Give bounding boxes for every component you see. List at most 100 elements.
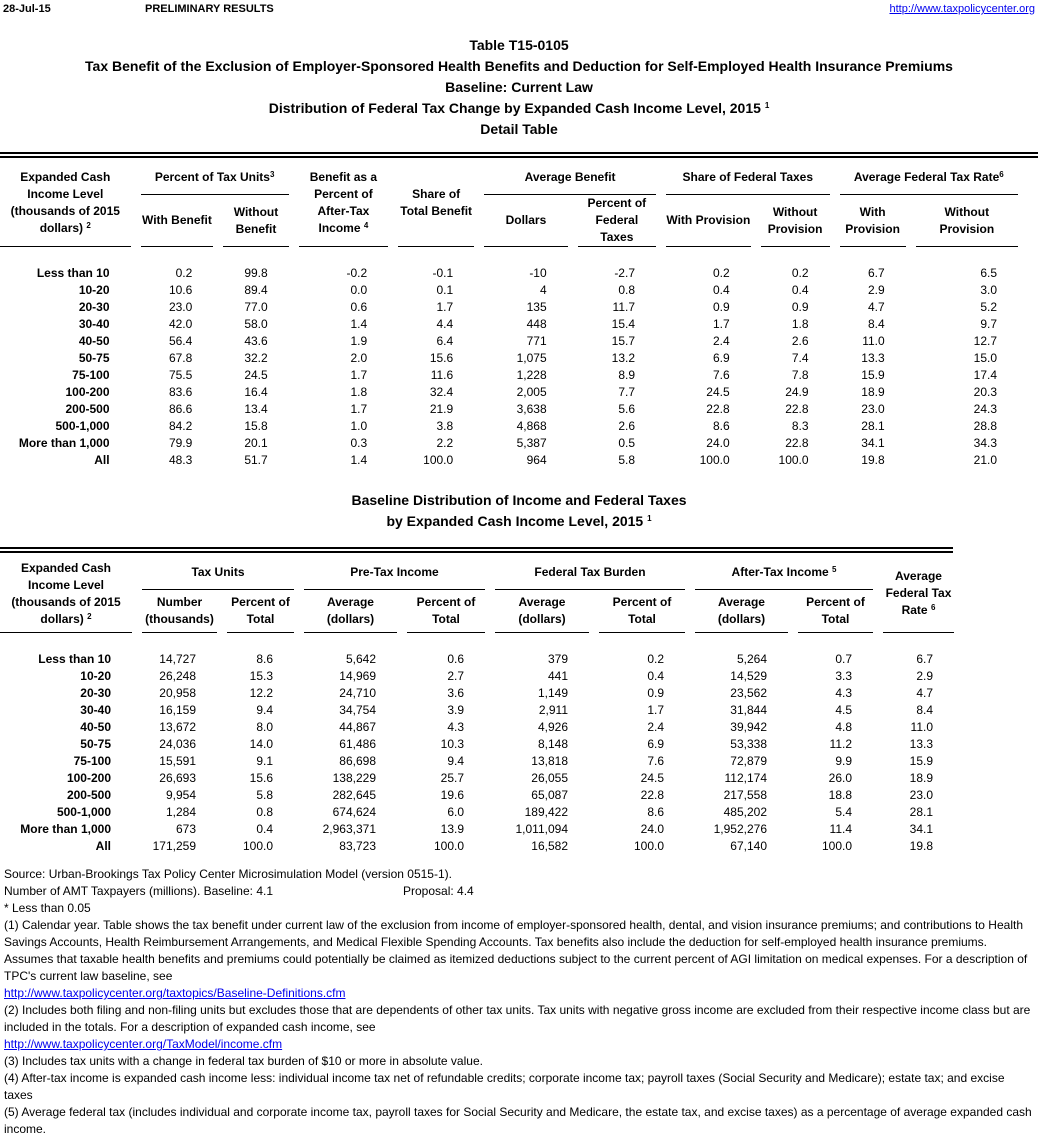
table-cell: 135 xyxy=(526,300,547,314)
table-row: All 171,259 100.0 83,723 100.0 16,582 100.0 67,… xyxy=(0,838,954,855)
double-rule-2 xyxy=(0,547,953,553)
table-cell: 83,723 xyxy=(339,839,376,853)
col-income-level: Expanded Cash Income Level (thousands of… xyxy=(0,555,132,633)
table-cell: 0.2 xyxy=(647,652,664,666)
col-units-pct: Percent of Total xyxy=(227,590,294,633)
table-cell: 5.6 xyxy=(618,402,635,416)
table-row: 500-1,000 84.2 15.8 1.0 3.8 4,868 2.6 8.6 8.3 28.… xyxy=(0,418,1018,435)
table-cell: 19.6 xyxy=(440,788,464,802)
table-cell: 2.9 xyxy=(867,283,885,297)
table-cell: 7.8 xyxy=(791,368,809,382)
table-cell: 4.4 xyxy=(436,317,454,331)
table-cell: 8.9 xyxy=(618,368,635,382)
table-cell: 5,642 xyxy=(345,652,376,666)
table-cell: 2.7 xyxy=(447,669,464,683)
table-cell: 15.6 xyxy=(249,771,273,785)
table-cell: 1.8 xyxy=(791,317,809,331)
col-dollars: Dollars xyxy=(484,195,568,247)
table-cell: -2.7 xyxy=(614,266,635,280)
table-cell: 0.9 xyxy=(791,300,809,314)
table-cell: 22.8 xyxy=(706,402,730,416)
table-cell: 2.0 xyxy=(350,351,368,365)
table-cell: 0.0 xyxy=(350,283,368,297)
table-cell: 8.4 xyxy=(916,703,933,717)
table-cell: 1.7 xyxy=(712,317,730,331)
table-cell: 1,149 xyxy=(537,686,568,700)
table-cell: 2.2 xyxy=(436,436,454,450)
table-cell: 24.5 xyxy=(706,385,730,399)
table-cell: 0.6 xyxy=(447,652,464,666)
table-cell: 24.3 xyxy=(973,402,997,416)
table-row: 75-100 75.5 24.5 1.7 11.6 1,228 8.9 7.6 7.8 15.9 1… xyxy=(0,367,1018,384)
table-cell: 1.7 xyxy=(350,402,368,416)
table-cell: 1.9 xyxy=(350,334,368,348)
table-cell: 32.2 xyxy=(244,351,268,365)
table-cell: 15.9 xyxy=(861,368,885,382)
table-cell: 7.7 xyxy=(618,385,635,399)
table-cell: 34.3 xyxy=(973,436,997,450)
table-cell: 18.8 xyxy=(828,788,852,802)
table-cell: 20.1 xyxy=(244,436,268,450)
table-subtitle: Distribution of Federal Tax Change by Ex… xyxy=(268,100,770,116)
table-cell: 24.0 xyxy=(640,822,664,836)
table-cell: 67,140 xyxy=(730,839,767,853)
table-row: 75-100 15,591 9.1 86,698 9.4 13,818 7.6 72,879 9… xyxy=(0,753,954,770)
income-level-label: 40-50 xyxy=(78,334,110,348)
table-cell: 0.4 xyxy=(256,822,273,836)
table-cell: 379 xyxy=(547,652,568,666)
table-cell: 5,264 xyxy=(736,652,767,666)
table-cell: 86,698 xyxy=(339,754,376,768)
table-cell: 10.3 xyxy=(440,737,464,751)
table-cell: 11.4 xyxy=(829,822,852,836)
table-cell: 61,486 xyxy=(339,737,376,751)
table-cell: 34,754 xyxy=(339,703,376,717)
table-cell: 0.4 xyxy=(647,669,664,683)
table-cell: 0.9 xyxy=(712,300,730,314)
table-cell: 24.5 xyxy=(640,771,664,785)
table-row: 20-30 23.0 77.0 0.6 1.7 135 11.7 0.9 0.9 4.7 5.2 xyxy=(0,299,1018,316)
table-cell: 14,969 xyxy=(339,669,376,683)
table-cell: 16,159 xyxy=(159,703,196,717)
baseline-table: Expanded Cash Income Level (thousands of… xyxy=(0,555,964,855)
income-level-label: More than 1,000 xyxy=(20,822,111,836)
table-cell: 1.7 xyxy=(350,368,368,382)
table-row: 40-50 13,672 8.0 44,867 4.3 4,926 2.4 39,942 4.8… xyxy=(0,719,954,736)
col-aftertax-pct: Percent of Total xyxy=(798,590,873,633)
table-cell: 43.6 xyxy=(244,334,268,348)
table-cell: 6.0 xyxy=(447,805,464,819)
table-cell: 24.0 xyxy=(706,436,730,450)
table-cell: 8.4 xyxy=(867,317,885,331)
table-cell: 2,963,371 xyxy=(322,822,376,836)
table-cell: 485,202 xyxy=(723,805,767,819)
table-cell: 9.4 xyxy=(256,703,273,717)
table-cell: 0.1 xyxy=(436,283,454,297)
table-cell: 4,926 xyxy=(537,720,568,734)
table-cell: 44,867 xyxy=(339,720,376,734)
table-cell: 65,087 xyxy=(531,788,568,802)
baseline-label: Baseline: Current Law xyxy=(445,79,593,95)
col-burden: Federal Tax Burden xyxy=(495,555,685,590)
table-cell: 100.0 xyxy=(699,453,730,467)
baseline-definitions-link[interactable]: http://www.taxpolicycenter.org/taxtopics… xyxy=(4,986,346,1000)
table-cell: 771 xyxy=(526,334,547,348)
table-cell: 100.0 xyxy=(242,839,273,853)
table-cell: 0.4 xyxy=(712,283,730,297)
table-cell: 1,284 xyxy=(165,805,196,819)
note-1: (1) Calendar year. Table shows the tax b… xyxy=(4,918,1028,983)
table-cell: 15.4 xyxy=(611,317,635,331)
table-cell: 100.0 xyxy=(821,839,852,853)
table-cell: 14,529 xyxy=(730,669,767,683)
table-cell: 42.0 xyxy=(168,317,193,331)
table-cell: 16,582 xyxy=(531,839,568,853)
col-rate-with: With Provision xyxy=(839,195,906,247)
table-cell: 23.0 xyxy=(861,402,885,416)
table-cell: 19.8 xyxy=(909,839,933,853)
table-cell: -10 xyxy=(529,266,547,280)
col-number: Number (thousands) xyxy=(142,590,217,633)
table2-subtitle: by Expanded Cash Income Level, 2015 1 xyxy=(386,513,652,529)
tpc-link[interactable]: http://www.taxpolicycenter.org xyxy=(889,3,1035,15)
income-definition-link[interactable]: http://www.taxpolicycenter.org/TaxModel/… xyxy=(4,1037,283,1051)
col-aftertax: After-Tax Income 5 xyxy=(695,555,873,590)
table-cell: 99.8 xyxy=(244,266,268,280)
table-cell: 7.6 xyxy=(647,754,664,768)
